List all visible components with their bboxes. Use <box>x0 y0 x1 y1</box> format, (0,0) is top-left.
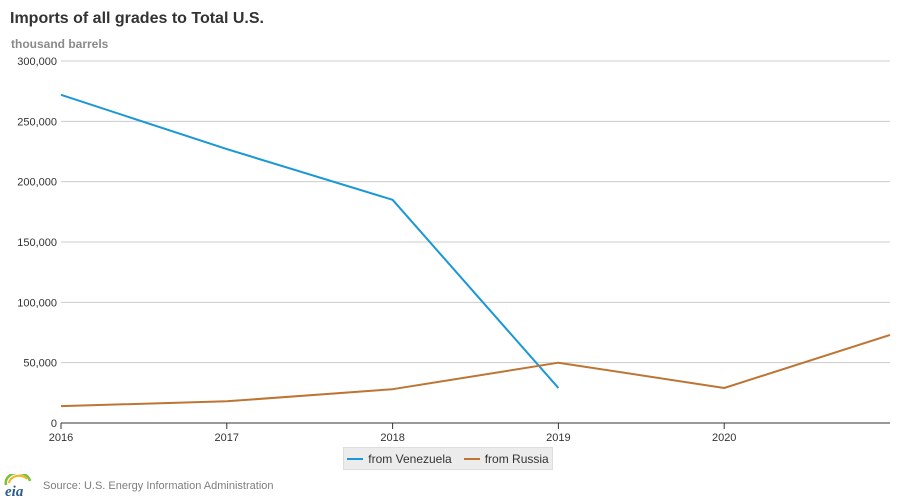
x-tick-label: 2019 <box>546 432 570 444</box>
legend-item-russia[interactable]: from Russia <box>463 451 549 466</box>
legend-item-venezuela[interactable]: from Venezuela <box>347 451 452 466</box>
series-lines <box>60 93 891 408</box>
y-tick-label: 50,000 <box>23 358 57 370</box>
chart-title: Imports of all grades to Total U.S. <box>10 10 264 27</box>
x-tick-label: 2016 <box>49 432 73 444</box>
source-footer: eia Source: U.S. Energy Information Admi… <box>0 474 274 498</box>
series-line-from-venezuela[interactable] <box>60 93 560 389</box>
y-tick-label: 150,000 <box>17 237 57 249</box>
x-axis-ticks: 2016 2017 2018 2019 2020 <box>49 423 736 444</box>
x-tick-label: 2017 <box>215 432 239 444</box>
eia-logo-icon: eia <box>4 474 32 498</box>
y-tick-label: 300,000 <box>17 56 57 68</box>
x-tick-label: 2020 <box>712 432 736 444</box>
legend-swatch-venezuela <box>347 457 364 460</box>
legend-label-venezuela: from Venezuela <box>368 451 452 466</box>
legend: from Venezuela from Russia <box>343 447 553 470</box>
legend-label-russia: from Russia <box>484 451 549 466</box>
legend-swatch-russia <box>463 457 480 460</box>
source-text: Source: U.S. Energy Information Administ… <box>43 480 274 492</box>
x-tick-label: 2018 <box>380 432 404 444</box>
y-tick-label: 100,000 <box>17 297 57 309</box>
y-tick-label: 250,000 <box>17 116 57 128</box>
y-tick-label: 200,000 <box>17 177 57 189</box>
y-axis-unit-label: thousand barrels <box>11 37 109 51</box>
gridlines <box>61 60 890 424</box>
svg-text:eia: eia <box>5 484 24 498</box>
series-line-from-russia[interactable] <box>60 333 891 408</box>
y-axis-ticks: 0 50,000 100,000 150,000 200,000 250,000 300,0… <box>17 56 57 430</box>
y-tick-label: 0 <box>51 418 57 430</box>
